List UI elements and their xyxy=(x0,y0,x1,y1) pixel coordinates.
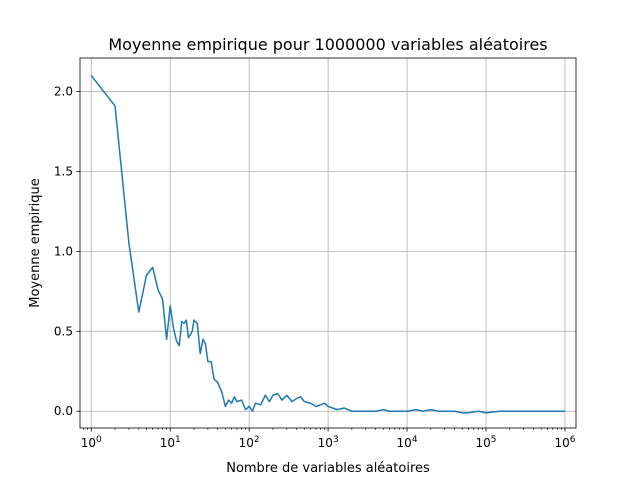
series-line xyxy=(90,75,565,414)
x-gridlines xyxy=(90,58,566,428)
y-tick-label: 1.0 xyxy=(54,244,73,258)
chart-title: Moyenne empirique pour 1000000 variables… xyxy=(108,35,547,54)
y-axis-label: Moyenne empirique xyxy=(28,178,43,307)
y-gridlines xyxy=(80,91,576,412)
x-axis-ticks: 100 101 102 103 104 105 106 xyxy=(81,428,576,450)
y-tick-label: 1.5 xyxy=(54,164,73,178)
x-tick-label: 102 xyxy=(239,435,260,450)
y-tick-label: 0.0 xyxy=(54,404,73,418)
x-tick-label: 104 xyxy=(397,435,418,450)
y-axis-ticks: 0.0 0.5 1.0 1.5 2.0 xyxy=(54,85,80,418)
y-tick-label: 2.0 xyxy=(54,85,73,99)
x-tick-label: 105 xyxy=(476,435,497,450)
x-tick-label: 103 xyxy=(318,435,339,450)
x-tick-label: 101 xyxy=(160,435,181,450)
series-layer xyxy=(90,75,565,414)
x-tick-label: 100 xyxy=(81,435,102,450)
y-tick-label: 0.5 xyxy=(54,324,73,338)
x-axis-label: Nombre de variables aléatoires xyxy=(226,461,430,476)
x-tick-label: 106 xyxy=(554,435,575,450)
